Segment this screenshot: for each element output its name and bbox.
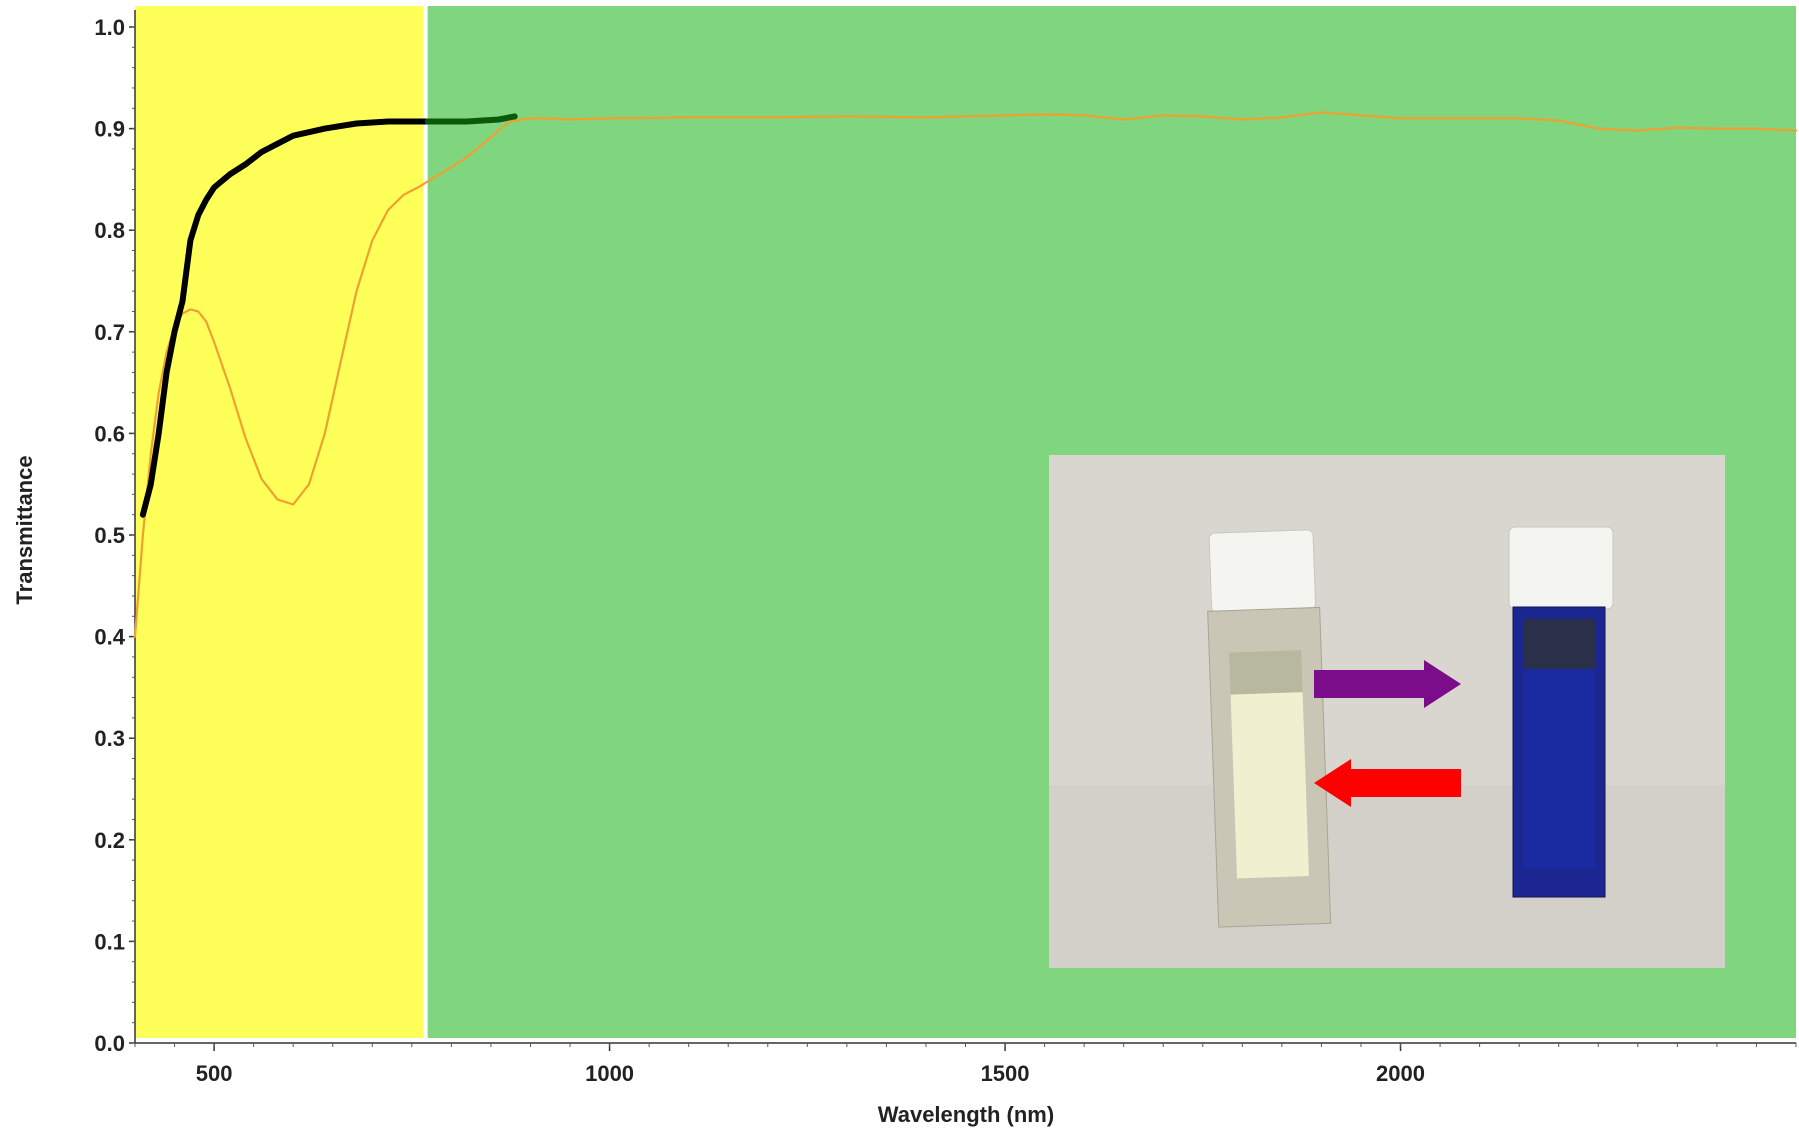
y-tick-label: 1.0	[94, 15, 125, 40]
cuvette-left-solution	[1230, 690, 1309, 879]
y-tick-label: 0.2	[94, 828, 125, 853]
y-axis-ticks: 0.0 0.1 0.2 0.3 0.4 0.5 0.6 0.7 0.8 0.9 1.0	[94, 15, 135, 1056]
y-tick-label: 0.9	[94, 117, 125, 142]
cuvette-left	[1207, 529, 1332, 928]
y-tick-label: 0.8	[94, 218, 125, 243]
cuvette-photo-inset	[1049, 455, 1725, 968]
x-axis-title: Wavelength (nm)	[878, 1102, 1054, 1127]
cuvette-right-cap	[1508, 526, 1614, 610]
y-tick-label: 0.3	[94, 726, 125, 751]
inset-table-shadow	[1049, 785, 1725, 968]
x-tick-label: 500	[196, 1061, 233, 1086]
y-tick-label: 0.4	[94, 625, 125, 650]
x-axis-ticks: 500 1000 1500 2000	[134, 1043, 1797, 1086]
y-tick-label: 0.5	[94, 523, 125, 548]
x-tick-label: 1000	[585, 1061, 634, 1086]
y-axis-title: Transmittance	[12, 455, 37, 604]
series-line-1	[139, 118, 431, 518]
y-tick-label: 0.0	[94, 1031, 125, 1056]
cuvette-left-meniscus	[1229, 650, 1303, 695]
y-tick-label: 0.1	[94, 929, 125, 954]
series-layer	[133, 111, 1798, 638]
cuvette-right	[1508, 526, 1614, 898]
series-line-2	[424, 113, 518, 125]
cuvette-right-headspace	[1523, 619, 1595, 669]
arrow-left-icon	[1314, 759, 1461, 807]
x-tick-label: 1500	[981, 1061, 1030, 1086]
y-tick-label: 0.7	[94, 320, 125, 345]
cuvette-left-cap	[1208, 529, 1316, 614]
arrow-right-icon	[1314, 660, 1461, 708]
x-tick-label: 2000	[1376, 1061, 1425, 1086]
series-line-0	[133, 111, 1798, 638]
y-tick-label: 0.6	[94, 421, 125, 446]
cuvette-right-solution	[1523, 669, 1595, 869]
region-0	[135, 6, 424, 1038]
